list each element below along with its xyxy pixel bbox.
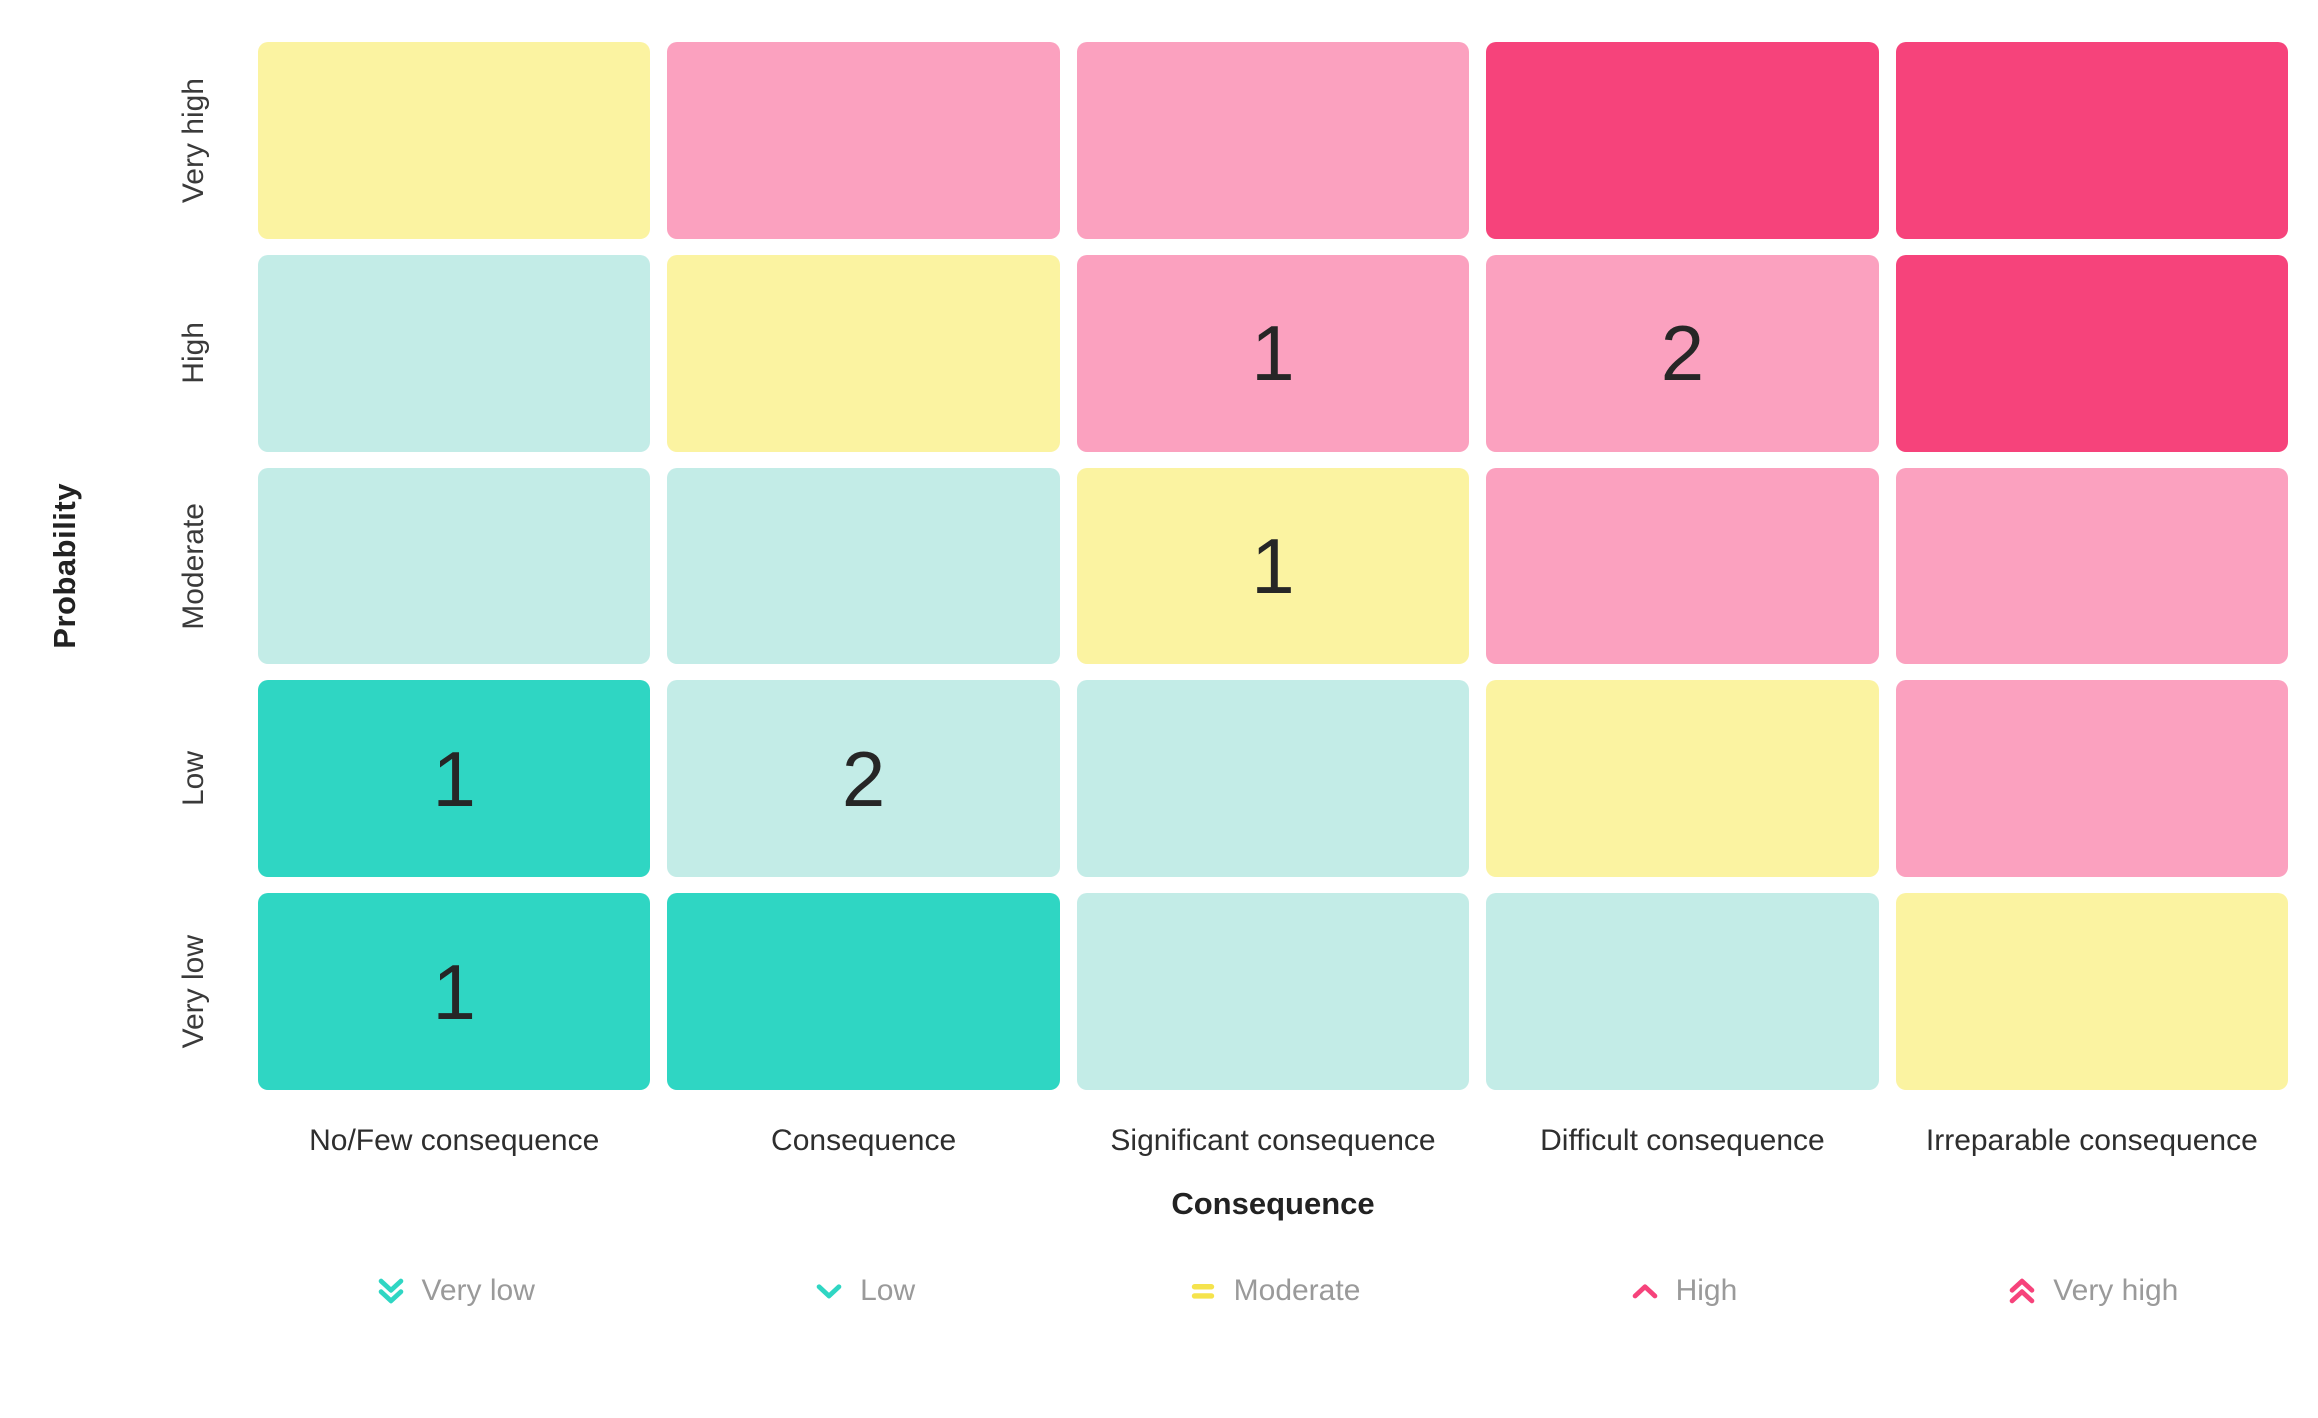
- x-axis-title-row: Consequence: [258, 1186, 2288, 1222]
- chevrons-double-up-icon: [2005, 1274, 2039, 1308]
- y-tick-high: High: [177, 322, 210, 385]
- y-axis-title-column: Probability: [0, 42, 130, 1090]
- legend-item-very-low[interactable]: Very low: [258, 1274, 650, 1308]
- matrix-cell-r3c3[interactable]: 1: [1076, 467, 1470, 665]
- matrix-cell-r1c2[interactable]: [667, 42, 1060, 239]
- cell-count: 2: [1660, 309, 1705, 398]
- x-tick-irreparable-consequence: Irreparable consequence: [1925, 1124, 2258, 1157]
- matrix-cell-r4c1[interactable]: 1: [258, 680, 651, 878]
- matrix-cell-r2c2[interactable]: [667, 254, 1060, 452]
- matrix-cell-r4c3[interactable]: [1076, 680, 1470, 878]
- matrix-cell-r1c1[interactable]: [258, 42, 651, 239]
- equals-icon: [1186, 1274, 1220, 1308]
- matrix-cell-r3c5[interactable]: [1895, 467, 2288, 665]
- matrix-cell-r5c1[interactable]: 1: [258, 893, 651, 1090]
- cell-count: 1: [1251, 309, 1295, 398]
- matrix-cell-r3c1[interactable]: [258, 467, 651, 665]
- x-tick-significant-consequence: Significant consequence: [1110, 1124, 1436, 1157]
- matrix-cell-r4c5[interactable]: [1895, 680, 2288, 878]
- y-axis-title: Probability: [47, 483, 82, 649]
- matrix-cell-r3c4[interactable]: [1486, 467, 1879, 665]
- cell-count: 1: [1251, 521, 1295, 610]
- chevron-down-icon: [812, 1274, 846, 1308]
- matrix-cell-r5c3[interactable]: [1076, 893, 1470, 1090]
- y-tick-very-low: Very low: [177, 934, 210, 1049]
- x-axis-title: Consequence: [1171, 1186, 1375, 1221]
- legend-label: Moderate: [1233, 1274, 1361, 1307]
- legend-item-high[interactable]: High: [1486, 1274, 1878, 1308]
- matrix-cell-r4c4[interactable]: [1486, 680, 1879, 878]
- matrix-cell-r1c5[interactable]: [1895, 42, 2288, 239]
- legend-item-very-high[interactable]: Very high: [1896, 1274, 2288, 1308]
- matrix-cell-r1c4[interactable]: [1486, 42, 1879, 239]
- matrix-cell-r5c5[interactable]: [1895, 893, 2288, 1090]
- cell-count: 1: [432, 734, 476, 823]
- legend-item-moderate[interactable]: Moderate: [1077, 1274, 1469, 1308]
- y-tick-moderate: Moderate: [177, 502, 210, 630]
- matrix-grid: 1 2 1 1 2 1: [258, 42, 2288, 1090]
- matrix-cell-r1c3[interactable]: [1076, 42, 1470, 239]
- legend-label: Low: [860, 1274, 916, 1307]
- x-axis-labels: No/Few consequence Consequence Significa…: [258, 1124, 2288, 1158]
- legend-item-low[interactable]: Low: [667, 1274, 1059, 1308]
- y-tick-low: Low: [177, 751, 210, 807]
- x-tick-difficult-consequence: Difficult consequence: [1540, 1124, 1825, 1157]
- matrix-cell-r2c4[interactable]: 2: [1486, 254, 1879, 452]
- matrix-cell-r2c3[interactable]: 1: [1076, 254, 1470, 452]
- matrix-cell-r4c2[interactable]: 2: [667, 680, 1060, 878]
- chevron-up-icon: [1628, 1274, 1662, 1308]
- matrix-cell-r2c5[interactable]: [1895, 254, 2288, 452]
- legend-label: Very low: [421, 1274, 535, 1307]
- risk-matrix-figure: Probability Very high High Moderate Low …: [0, 42, 2318, 1418]
- cell-count: 1: [432, 947, 476, 1036]
- chevrons-double-down-icon: [374, 1274, 408, 1308]
- matrix-cell-r2c1[interactable]: [258, 254, 651, 452]
- matrix-cell-r5c2[interactable]: [667, 893, 1060, 1090]
- legend-label: High: [1675, 1274, 1738, 1307]
- x-tick-no-few-consequence: No/Few consequence: [309, 1124, 600, 1157]
- legend-label: Very high: [2053, 1274, 2179, 1307]
- cell-count: 2: [841, 734, 886, 823]
- plot-area: Probability Very high High Moderate Low …: [0, 42, 2318, 1090]
- y-tick-very-high: Very high: [177, 77, 210, 203]
- y-axis-labels: Very high High Moderate Low Very low: [130, 42, 258, 1090]
- matrix-cell-r3c2[interactable]: [667, 467, 1060, 665]
- legend: Very low Low Moderate High Very high: [258, 1274, 2288, 1308]
- x-tick-consequence: Consequence: [771, 1124, 957, 1157]
- matrix-cell-r5c4[interactable]: [1486, 893, 1879, 1090]
